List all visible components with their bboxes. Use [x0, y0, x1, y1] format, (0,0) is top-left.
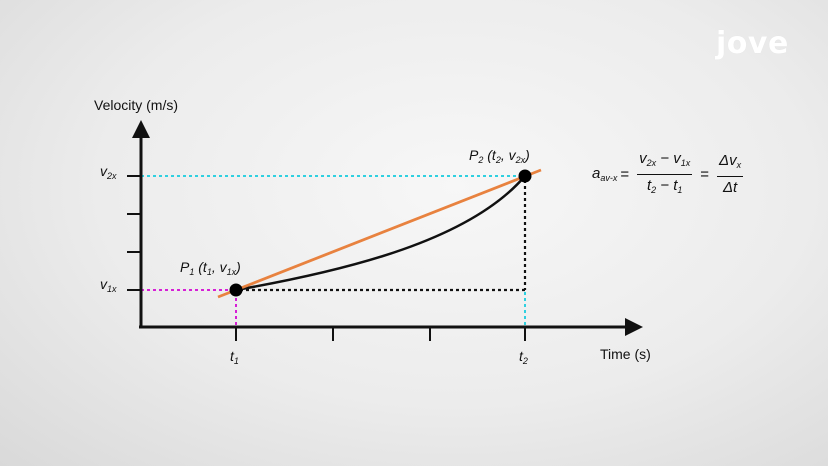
- p2-label: P2 (t2, v2x): [469, 147, 530, 165]
- formula-fraction-2: Δvx Δt: [717, 152, 744, 197]
- t2-tick-label: t2: [519, 348, 528, 366]
- equals-sign: =: [700, 165, 710, 183]
- fraction-1-denominator: t2 − t1: [646, 176, 683, 195]
- equals-sign: =: [620, 165, 630, 183]
- secant-line: [217, 168, 542, 299]
- point-p1: [229, 283, 243, 297]
- x-axis-arrow: [625, 318, 643, 336]
- fraction-2-numerator: Δvx: [717, 152, 744, 177]
- y-axis-arrow: [132, 120, 150, 138]
- average-acceleration-formula: aav-x = v2x − v1x t2 − t1 = Δvx Δt: [592, 150, 748, 198]
- jove-logo: jove: [716, 26, 789, 61]
- p1-label: P1 (t1, v1x): [180, 259, 241, 277]
- point-p2: [518, 169, 532, 183]
- formula-lhs: aav-x: [592, 165, 618, 183]
- formula-fraction-1: v2x − v1x t2 − t1: [637, 150, 693, 199]
- v2x-tick-label: v2x: [100, 163, 117, 181]
- fraction-1-numerator: v2x − v1x: [637, 150, 693, 175]
- x-axis-label: Time (s): [600, 346, 651, 362]
- v1x-tick-label: v1x: [100, 276, 117, 294]
- y-axis-label: Velocity (m/s): [94, 97, 179, 113]
- t1-tick-label: t1: [230, 348, 239, 366]
- fraction-2-denominator: Δt: [722, 178, 738, 196]
- velocity-curve: [235, 175, 526, 292]
